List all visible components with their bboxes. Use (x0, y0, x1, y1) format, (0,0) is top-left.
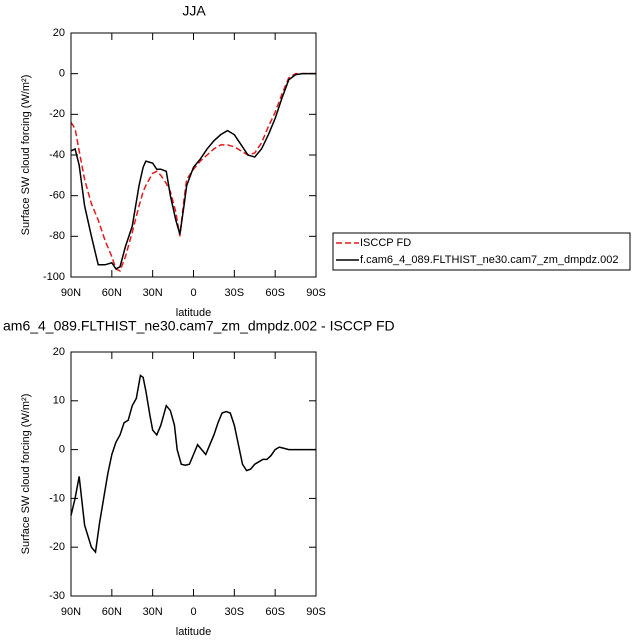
chart-title: JJA (182, 3, 206, 19)
series-line (70, 374, 316, 554)
legend-label: ISCCP FD (360, 237, 411, 249)
y-tick-label: -40 (49, 149, 65, 161)
chart-title: am6_4_089.FLTHIST_ne30.cam7_zm_dmpdz.002… (3, 318, 395, 334)
series-line (70, 72, 316, 270)
x-tick-label: 60S (265, 287, 285, 299)
y-tick-label: -30 (49, 590, 65, 602)
x-axis-label: latitude (176, 307, 211, 319)
x-tick-label: 30N (143, 606, 163, 618)
y-tick-label: 10 (53, 395, 65, 407)
x-tick-label: 60N (102, 287, 122, 299)
series-line (70, 72, 316, 272)
x-tick-label: 0 (190, 606, 196, 618)
y-tick-label: -10 (49, 492, 65, 504)
x-axis-label: latitude (176, 626, 211, 638)
x-tick-label: 90S (306, 287, 326, 299)
plot-frame (70, 351, 317, 597)
x-tick-label: 90S (306, 606, 326, 618)
x-tick-label: 0 (190, 287, 196, 299)
x-tick-label: 90N (61, 287, 81, 299)
y-tick-label: 0 (59, 68, 65, 80)
y-tick-label: -80 (49, 230, 65, 242)
y-tick-label: 20 (53, 27, 65, 39)
x-tick-label: 30S (225, 606, 245, 618)
y-tick-label: -60 (49, 190, 65, 202)
legend-label: f.cam6_4_089.FLTHIST_ne30.cam7_zm_dmpdz.… (360, 254, 618, 266)
y-tick-label: -20 (49, 541, 65, 553)
y-axis-label: Surface SW cloud forcing (W/m²) (20, 75, 32, 236)
y-tick-label: 0 (59, 444, 65, 456)
x-tick-label: 60N (102, 606, 122, 618)
x-tick-label: 90N (61, 606, 81, 618)
x-tick-label: 30N (143, 287, 163, 299)
y-tick-label: -20 (49, 108, 65, 120)
plot-frame (70, 32, 317, 278)
y-tick-label: 20 (53, 346, 65, 358)
y-axis-label: Surface SW cloud forcing (W/m²) (20, 394, 32, 555)
x-tick-label: 30S (225, 287, 245, 299)
x-tick-label: 60S (265, 606, 285, 618)
y-tick-label: -100 (43, 271, 65, 283)
legend-box (332, 232, 631, 271)
